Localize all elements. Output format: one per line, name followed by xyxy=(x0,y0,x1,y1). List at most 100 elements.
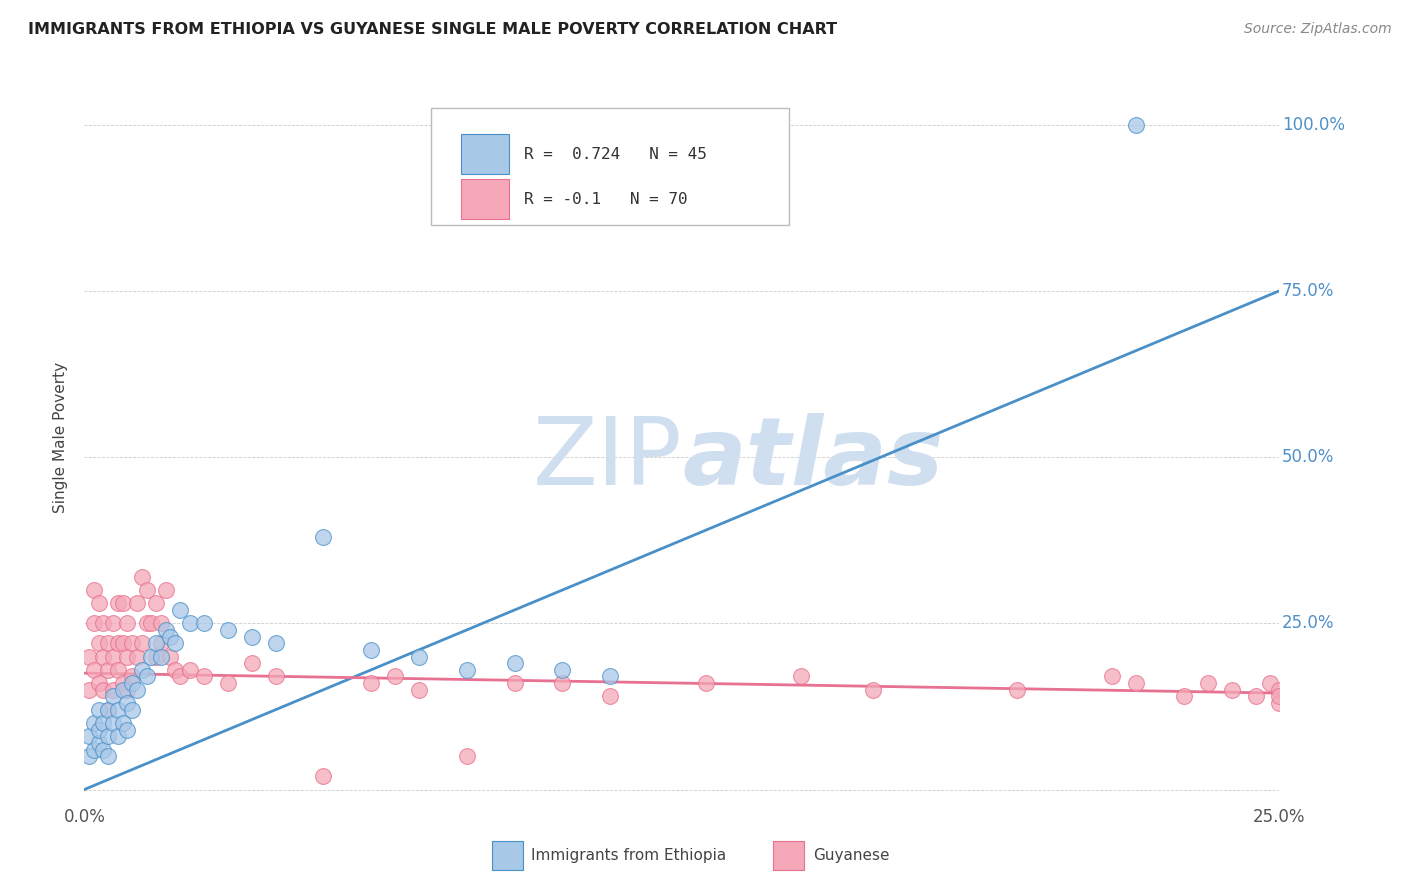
Point xyxy=(111,716,134,731)
Point xyxy=(101,682,124,697)
Point xyxy=(83,663,105,677)
Point xyxy=(121,669,143,683)
Point xyxy=(193,616,215,631)
Point xyxy=(135,669,157,683)
Bar xyxy=(461,134,509,174)
Point xyxy=(360,643,382,657)
Point xyxy=(1268,690,1291,704)
Point xyxy=(131,570,153,584)
Point xyxy=(862,682,884,697)
Point xyxy=(93,649,115,664)
Text: 100.0%: 100.0% xyxy=(1282,116,1346,134)
Point xyxy=(141,616,163,631)
Text: Guyanese: Guyanese xyxy=(813,848,889,863)
Point xyxy=(77,729,100,743)
Point xyxy=(456,663,478,677)
Point xyxy=(193,669,215,683)
Point xyxy=(135,582,157,597)
Point xyxy=(240,630,263,644)
Text: R = -0.1   N = 70: R = -0.1 N = 70 xyxy=(524,192,688,207)
Point xyxy=(384,669,406,683)
Point xyxy=(312,769,335,783)
Point xyxy=(1101,669,1123,683)
Point xyxy=(87,676,110,690)
Point xyxy=(141,649,163,664)
Point xyxy=(1244,690,1267,704)
Point xyxy=(97,729,120,743)
Point xyxy=(101,716,124,731)
Point xyxy=(107,636,129,650)
Point xyxy=(97,703,120,717)
Point xyxy=(503,656,526,670)
Point xyxy=(456,749,478,764)
Point xyxy=(117,649,139,664)
Text: 25.0%: 25.0% xyxy=(1282,615,1334,632)
Point xyxy=(121,676,143,690)
Point xyxy=(149,636,172,650)
Point xyxy=(83,616,105,631)
Point xyxy=(93,716,115,731)
Point xyxy=(217,676,239,690)
Point xyxy=(179,616,201,631)
Point xyxy=(599,669,621,683)
Point xyxy=(360,676,382,690)
Text: Source: ZipAtlas.com: Source: ZipAtlas.com xyxy=(1244,22,1392,37)
Point xyxy=(135,616,157,631)
Point xyxy=(145,636,167,650)
Point xyxy=(97,636,120,650)
Point xyxy=(93,682,115,697)
Point xyxy=(264,636,287,650)
Point xyxy=(121,636,143,650)
Point xyxy=(149,649,172,664)
Point xyxy=(169,669,191,683)
Point xyxy=(83,582,105,597)
Point xyxy=(408,649,430,664)
Text: IMMIGRANTS FROM ETHIOPIA VS GUYANESE SINGLE MALE POVERTY CORRELATION CHART: IMMIGRANTS FROM ETHIOPIA VS GUYANESE SIN… xyxy=(28,22,837,37)
Point xyxy=(145,596,167,610)
FancyBboxPatch shape xyxy=(430,108,790,225)
Bar xyxy=(461,179,509,219)
Point xyxy=(131,636,153,650)
Text: atlas: atlas xyxy=(682,413,943,505)
Point xyxy=(101,649,124,664)
Point xyxy=(1258,676,1281,690)
Point xyxy=(1268,682,1291,697)
Point xyxy=(1125,676,1147,690)
Point xyxy=(599,690,621,704)
Point xyxy=(101,616,124,631)
Point xyxy=(107,703,129,717)
Point xyxy=(125,682,148,697)
Point xyxy=(97,749,120,764)
Point xyxy=(111,682,134,697)
Point xyxy=(408,682,430,697)
Point xyxy=(155,582,177,597)
Point xyxy=(87,703,110,717)
Point xyxy=(695,676,717,690)
Point xyxy=(159,630,181,644)
Point xyxy=(165,663,187,677)
Point xyxy=(111,636,134,650)
Point xyxy=(117,616,139,631)
Point xyxy=(1125,118,1147,132)
Point xyxy=(101,690,124,704)
Point xyxy=(179,663,201,677)
Point xyxy=(93,742,115,756)
Point xyxy=(83,742,105,756)
Point xyxy=(169,603,191,617)
Point xyxy=(121,703,143,717)
Point xyxy=(1005,682,1028,697)
Point xyxy=(1173,690,1195,704)
Point xyxy=(83,716,105,731)
Point xyxy=(159,649,181,664)
Point xyxy=(503,676,526,690)
Point xyxy=(264,669,287,683)
Text: ZIP: ZIP xyxy=(533,413,682,505)
Point xyxy=(149,616,172,631)
Point xyxy=(87,723,110,737)
Point xyxy=(217,623,239,637)
Point xyxy=(107,596,129,610)
Point xyxy=(145,649,167,664)
Point xyxy=(131,663,153,677)
Text: R =  0.724   N = 45: R = 0.724 N = 45 xyxy=(524,146,707,161)
Point xyxy=(1220,682,1243,697)
